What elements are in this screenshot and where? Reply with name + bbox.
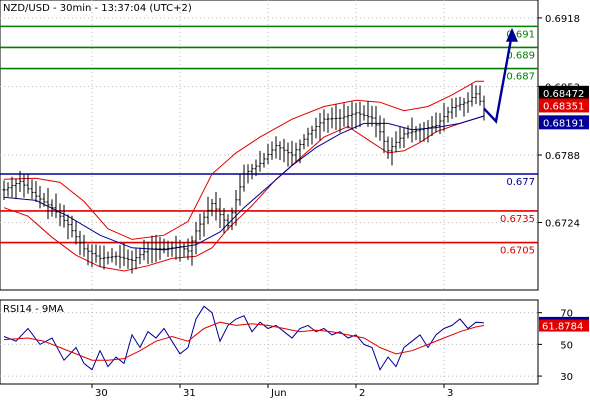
- projection-line: [483, 33, 514, 124]
- rsi-tag-box: [539, 319, 589, 332]
- x-tick-label: Jun: [270, 388, 287, 399]
- x-tick-label: 3: [447, 388, 453, 399]
- level-label: 0.6705: [500, 246, 535, 257]
- grid-layer: [0, 0, 538, 384]
- price-tag-label: 0.68191: [543, 118, 584, 129]
- bollinger-upper-line: [3, 80, 484, 240]
- chart-title: NZD/USD - 30min - 13:37:04 (UTC+2): [3, 3, 192, 14]
- rsi-y-tick-label: 70: [560, 309, 573, 320]
- rsi-tag-label: 61.8784: [542, 322, 583, 333]
- level-label: 0.677: [506, 177, 535, 188]
- price-tag-label: 0.68351: [543, 101, 584, 112]
- price-tag-label: 0.68472: [543, 89, 584, 100]
- price-tag-box: [539, 85, 589, 100]
- x-tick-label: 30: [95, 388, 108, 399]
- rsi-ma-line: [3, 321, 485, 361]
- price-y-tick-label: 0.6724: [545, 219, 580, 230]
- level-label: 0.689: [506, 50, 535, 61]
- price-y-tick-label: 0.6788: [545, 151, 580, 162]
- rsi-line: [3, 305, 485, 371]
- projection-arrowhead-icon: [506, 27, 518, 42]
- price-y-tick-label: 0.6918: [545, 14, 580, 25]
- rsi-y-tick-label: 50: [560, 340, 573, 351]
- x-tick-label: 31: [183, 388, 196, 399]
- price-tag-box: [539, 98, 589, 113]
- rsi-panel-frame: [0, 299, 539, 385]
- levels-layer: 0.691 0.689 0.687 0.677 0.6735 0.6705: [0, 25, 538, 257]
- series-layer: [2, 27, 518, 371]
- price-tag-box: [539, 115, 589, 130]
- level-label: 0.6735: [500, 214, 535, 225]
- rsi-title: RSI14 - 9MA: [3, 304, 64, 315]
- rsi-y-tick-label: 30: [560, 372, 573, 383]
- x-tick-label: 2: [359, 388, 365, 399]
- price-panel-frame: [0, 0, 539, 291]
- level-label: 0.691: [506, 29, 535, 40]
- level-label: 0.687: [506, 72, 535, 83]
